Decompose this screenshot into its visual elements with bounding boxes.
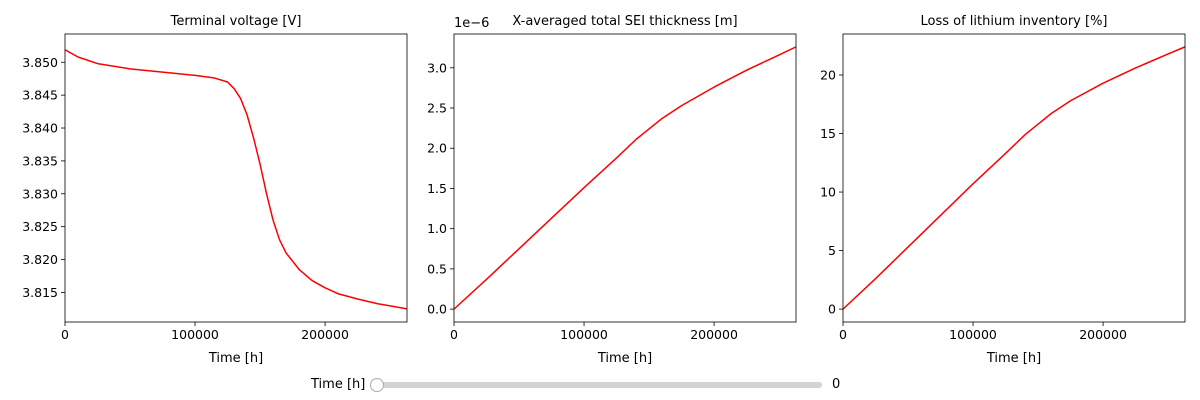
y-tick-label: 2.0 xyxy=(427,141,447,156)
time-slider-value: 0 xyxy=(832,377,841,392)
y-offset-text: 1e−6 xyxy=(454,16,489,31)
y-tick-label: 10 xyxy=(820,185,836,200)
y-tick-label: 2.5 xyxy=(427,101,447,116)
y-tick-label: 3.845 xyxy=(22,88,58,103)
x-axis-label: Time [h] xyxy=(986,351,1041,366)
x-axis-label: Time [h] xyxy=(597,351,652,366)
x-tick-label: 100000 xyxy=(560,327,608,342)
plot-frame xyxy=(64,33,408,323)
series-line xyxy=(64,49,408,310)
y-tick-label: 3.835 xyxy=(22,153,58,168)
y-tick-label: 3.820 xyxy=(22,252,58,267)
chart-title: Terminal voltage [V] xyxy=(170,14,302,29)
y-tick-label: 20 xyxy=(820,67,836,82)
x-tick-label: 0 xyxy=(839,327,847,342)
x-tick-label: 100000 xyxy=(949,327,997,342)
x-tick-label: 0 xyxy=(450,327,458,342)
y-tick-label: 3.840 xyxy=(22,121,58,136)
x-tick-label: 200000 xyxy=(1079,327,1127,342)
y-tick-label: 3.0 xyxy=(427,60,447,75)
y-tick-label: 15 xyxy=(820,126,836,141)
series-line xyxy=(453,46,797,310)
y-tick-label: 3.815 xyxy=(22,285,58,300)
y-tick-label: 3.830 xyxy=(22,186,58,201)
y-tick-label: 3.850 xyxy=(22,55,58,70)
x-tick-label: 200000 xyxy=(301,327,349,342)
chart-title: X-averaged total SEI thickness [m] xyxy=(512,14,737,29)
chart-panel-1: Terminal voltage [V] 0 100000 200000 3.815 3.… xyxy=(22,14,408,366)
chart-title: Loss of lithium inventory [%] xyxy=(920,14,1107,29)
y-tick-label: 0.0 xyxy=(427,302,447,317)
chart-panel-2: X-averaged total SEI thickness [m] 1e−6 0 1… xyxy=(427,14,797,366)
y-tick-label: 3.825 xyxy=(22,219,58,234)
series-line xyxy=(842,46,1186,310)
x-tick-label: 0 xyxy=(61,327,69,342)
x-tick-label: 100000 xyxy=(171,327,219,342)
y-tick-label: 1.0 xyxy=(427,221,447,236)
charts-figure: Terminal voltage [V] 0 100000 200000 3.815 3.… xyxy=(22,14,1186,366)
y-tick-label: 5 xyxy=(828,243,836,258)
time-slider-label: Time [h] xyxy=(311,377,366,392)
time-slider-handle[interactable] xyxy=(370,378,384,392)
plot-frame xyxy=(842,33,1186,323)
x-tick-label: 200000 xyxy=(690,327,738,342)
y-tick-label: 0.5 xyxy=(427,261,447,276)
y-tick-label: 1.5 xyxy=(427,181,447,196)
y-tick-label: 0 xyxy=(828,302,836,317)
plot-frame xyxy=(453,33,797,323)
chart-panel-3: Loss of lithium inventory [%] 0 100000 2000… xyxy=(820,14,1186,366)
x-axis-label: Time [h] xyxy=(208,351,263,366)
time-slider-track[interactable] xyxy=(377,382,822,388)
